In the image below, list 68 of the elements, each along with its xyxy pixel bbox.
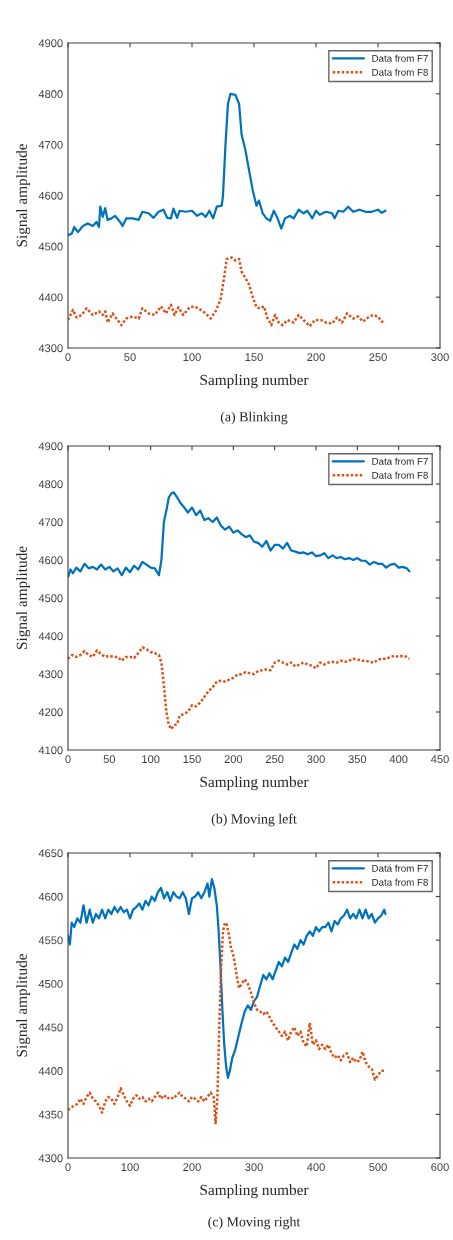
x-tick-label: 100 (183, 353, 201, 362)
y-tick-label: 4550 (38, 936, 63, 945)
line-series (68, 921, 387, 1125)
y-tick-label: 4600 (38, 556, 63, 565)
y-tick-label: 4100 (38, 746, 63, 755)
legend-label: Data from F7 (372, 864, 428, 872)
y-tick-label: 4500 (38, 979, 63, 988)
y-tick-label: 4350 (38, 1110, 63, 1119)
line-series (68, 92, 387, 237)
x-tick-label: 0 (65, 353, 71, 362)
y-tick-label: 4800 (38, 90, 63, 98)
y-axis-title: Signal amplitude (16, 954, 31, 1057)
x-tick-label: 0 (65, 755, 71, 764)
x-tick-label: 200 (224, 755, 243, 764)
y-tick-label: 4900 (38, 39, 63, 48)
x-tick-label: 50 (103, 755, 116, 764)
y-tick-label: 4400 (38, 1067, 63, 1075)
line-series (68, 646, 411, 731)
y-tick-label: 4800 (38, 480, 63, 489)
y-tick-label: 4600 (38, 892, 63, 901)
y-tick-label: 4450 (38, 1023, 63, 1032)
y-tick-label: 4400 (38, 293, 63, 302)
y-tick-label: 4200 (38, 708, 63, 717)
x-tick-label: 450 (430, 755, 449, 764)
y-tick-label: 4700 (38, 518, 63, 527)
x-tick-label: 250 (265, 755, 284, 764)
x-tick-label: 200 (307, 353, 325, 362)
y-tick-label: 4500 (38, 242, 63, 251)
x-tick-label: 600 (431, 1163, 449, 1172)
x-tick-label: 500 (369, 1163, 387, 1172)
x-tick-label: 400 (389, 755, 408, 764)
legend-label: Data from F8 (372, 68, 428, 76)
x-axis-title: Sampling number (200, 374, 309, 389)
x-axis-title: Sampling number (200, 1184, 309, 1199)
x-tick-label: 400 (306, 1163, 325, 1172)
x-tick-label: 100 (142, 755, 160, 764)
x-tick-label: 300 (431, 353, 449, 362)
y-tick-label: 4300 (38, 1154, 63, 1163)
y-tick-label: 4300 (38, 670, 63, 679)
x-tick-label: 350 (348, 755, 367, 764)
y-tick-label: 4400 (38, 632, 63, 641)
legend-label: Data from F8 (372, 878, 428, 886)
text: (a) Blinking (220, 411, 288, 425)
text: (b) Moving left (211, 813, 297, 827)
x-tick-label: 300 (307, 755, 325, 764)
y-tick-label: 4700 (38, 140, 63, 149)
legend-label: Data from F7 (372, 54, 428, 62)
x-tick-label: 150 (245, 353, 263, 362)
y-tick-label: 4600 (38, 191, 63, 200)
legend-label: Data from F8 (372, 471, 428, 479)
x-tick-label: 150 (183, 755, 201, 764)
y-axis-title: Signal amplitude (16, 144, 31, 247)
y-axis-title: Signal amplitude (16, 546, 31, 649)
x-tick-label: 250 (369, 353, 387, 362)
y-tick-label: 4900 (38, 442, 63, 451)
x-axis-title: Sampling number (200, 776, 309, 791)
x-tick-label: 0 (65, 1163, 71, 1172)
y-tick-label: 4500 (38, 594, 63, 603)
y-tick-label: 4650 (38, 849, 63, 858)
line-series (68, 256, 387, 328)
x-tick-label: 100 (121, 1163, 139, 1172)
text: (c) Moving right (208, 1216, 301, 1230)
x-tick-label: 300 (245, 1163, 263, 1172)
y-tick-label: 4300 (38, 344, 63, 353)
x-tick-label: 200 (183, 1163, 201, 1172)
x-tick-label: 50 (124, 353, 136, 362)
legend-label: Data from F7 (372, 457, 428, 465)
line-series (68, 491, 411, 579)
